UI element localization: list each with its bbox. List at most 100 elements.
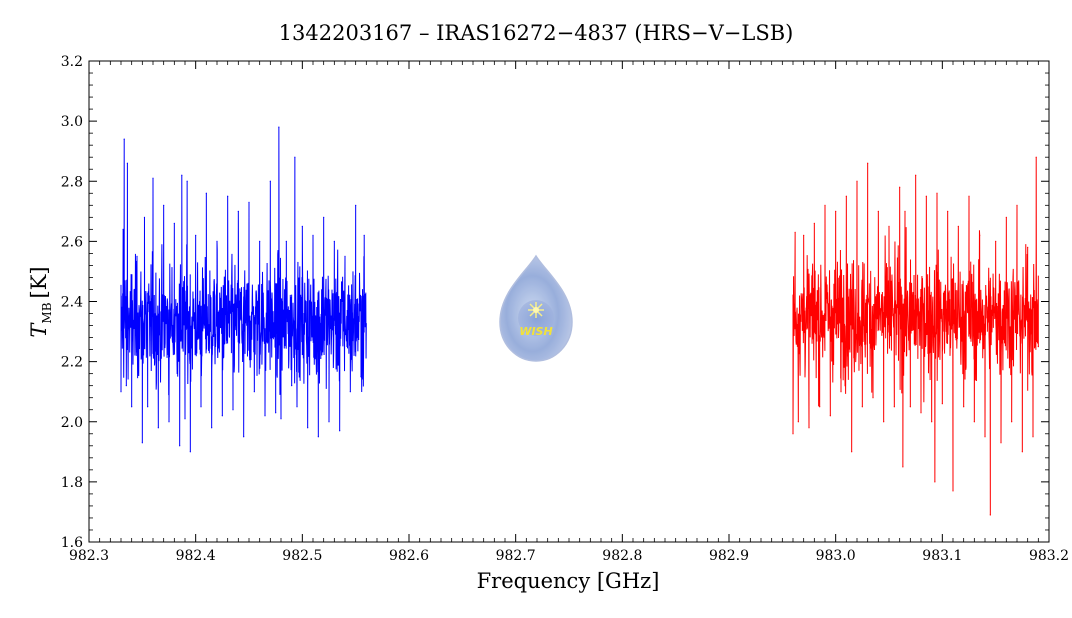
series-1-point [136, 255, 138, 258]
series-1-point [278, 126, 280, 128]
series-1-point [227, 195, 229, 197]
series-2-point [984, 436, 986, 438]
series-2-point [851, 451, 853, 453]
y-axis-unit: [K] [27, 266, 51, 298]
series-1-point [125, 385, 127, 387]
series-2-point [888, 225, 890, 227]
series-2-point [1021, 451, 1023, 453]
series-2-point [856, 180, 858, 182]
series-2-point [920, 412, 922, 414]
series-2-point [845, 195, 847, 197]
x-tick-label: 982.7 [496, 548, 536, 564]
y-tick-label: 1.8 [61, 475, 83, 491]
series-1-point [123, 138, 125, 140]
series-2-point [792, 433, 794, 435]
series-1-point [269, 180, 271, 182]
series-2-point [934, 481, 936, 483]
series-1-point [126, 162, 128, 164]
series-2-point [835, 210, 837, 212]
series-1-point [221, 415, 223, 417]
series-2-point [973, 421, 975, 423]
series-1-point [317, 436, 319, 438]
series-1-point [323, 216, 325, 218]
series-2-point [803, 234, 805, 236]
series-1-point [264, 415, 266, 417]
series-1-point [301, 225, 303, 227]
y-tick-label: 2.0 [61, 415, 83, 431]
series-1-point [143, 216, 146, 218]
logo-text: WISH [519, 325, 552, 338]
y-tick-label: 1.6 [61, 535, 83, 551]
x-tick-label: 983.2 [1029, 548, 1069, 564]
x-axis-label: Frequency [GHz] [477, 569, 660, 593]
series-2-point [957, 225, 959, 227]
y-tick-label: 2.2 [61, 355, 83, 371]
series-1-point [339, 430, 341, 432]
series-layer [120, 126, 1039, 516]
series-1-point [248, 201, 250, 203]
series-2-point [872, 397, 874, 399]
series-2-point [947, 210, 949, 212]
series-2-point [952, 490, 954, 492]
series-1-point [355, 204, 357, 206]
x-tick-label: 982.3 [69, 548, 109, 564]
series-2-point [963, 406, 965, 408]
series-2-point [925, 195, 927, 197]
series-1-point [163, 204, 165, 206]
series-1-point [344, 255, 346, 258]
x-tick-label: 982.5 [282, 548, 322, 564]
series-2-point [867, 162, 869, 164]
series-1-point [216, 240, 218, 242]
series-1-point [157, 427, 159, 429]
series-2-point [1035, 156, 1037, 158]
logo-star-center [533, 307, 539, 313]
series-1-point [131, 406, 133, 408]
series-1-point [189, 451, 191, 453]
x-tick-label: 982.9 [709, 548, 749, 564]
y-tick-label: 2.8 [61, 174, 83, 190]
series-2-point [941, 403, 943, 405]
series-1-point [280, 418, 282, 420]
series-2-point [829, 415, 831, 417]
plot-area: 982.3 982.4 982.5 982.6 982.7 982.8 982.9 983.0… [61, 54, 1069, 564]
series-1-point [307, 427, 309, 429]
y-axis-label: TMB [K] [27, 266, 54, 337]
series-2-point [813, 222, 815, 224]
series-2-point [915, 174, 917, 176]
y-axis-symbol: T [27, 322, 51, 338]
series-1-point [363, 234, 365, 236]
series-2-point [824, 204, 826, 206]
series-2-point [936, 192, 938, 194]
series-2-point [1005, 216, 1007, 218]
series-1-point [205, 192, 207, 194]
y-tick-label: 2.6 [61, 234, 83, 250]
series-2-point [1000, 442, 1002, 444]
series-1-point [232, 409, 234, 411]
x-tick-label: 982.8 [602, 548, 642, 564]
series-1-point [275, 412, 277, 414]
series-1-point [296, 406, 298, 408]
x-tick-label: 983.1 [922, 548, 962, 564]
y-tick-label: 3.0 [61, 114, 83, 130]
series-1-point [243, 436, 245, 438]
series-2-point [893, 406, 895, 408]
series-2-point [877, 210, 879, 212]
series-1-point [360, 376, 362, 378]
chart-title: 1342203167 – IRAS16272−4837 (HRS−V−LSB) [279, 21, 794, 45]
series-2-point [808, 427, 810, 429]
series-1-point [294, 156, 296, 158]
series-1-point [122, 228, 124, 230]
series-1-point [349, 391, 351, 393]
series-1-point [312, 234, 314, 236]
series-1-point [152, 177, 154, 179]
series-1-point [259, 240, 261, 242]
series-1-point [253, 391, 255, 393]
y-tick-label: 2.4 [61, 295, 83, 311]
series-1-point [186, 180, 188, 182]
series-1-point [237, 210, 239, 212]
series-1-point [173, 222, 175, 224]
series-2-point [968, 195, 970, 197]
y-tick-label: 3.2 [61, 54, 83, 70]
x-tick-label: 983.0 [816, 548, 856, 564]
series-2-point [904, 210, 906, 212]
